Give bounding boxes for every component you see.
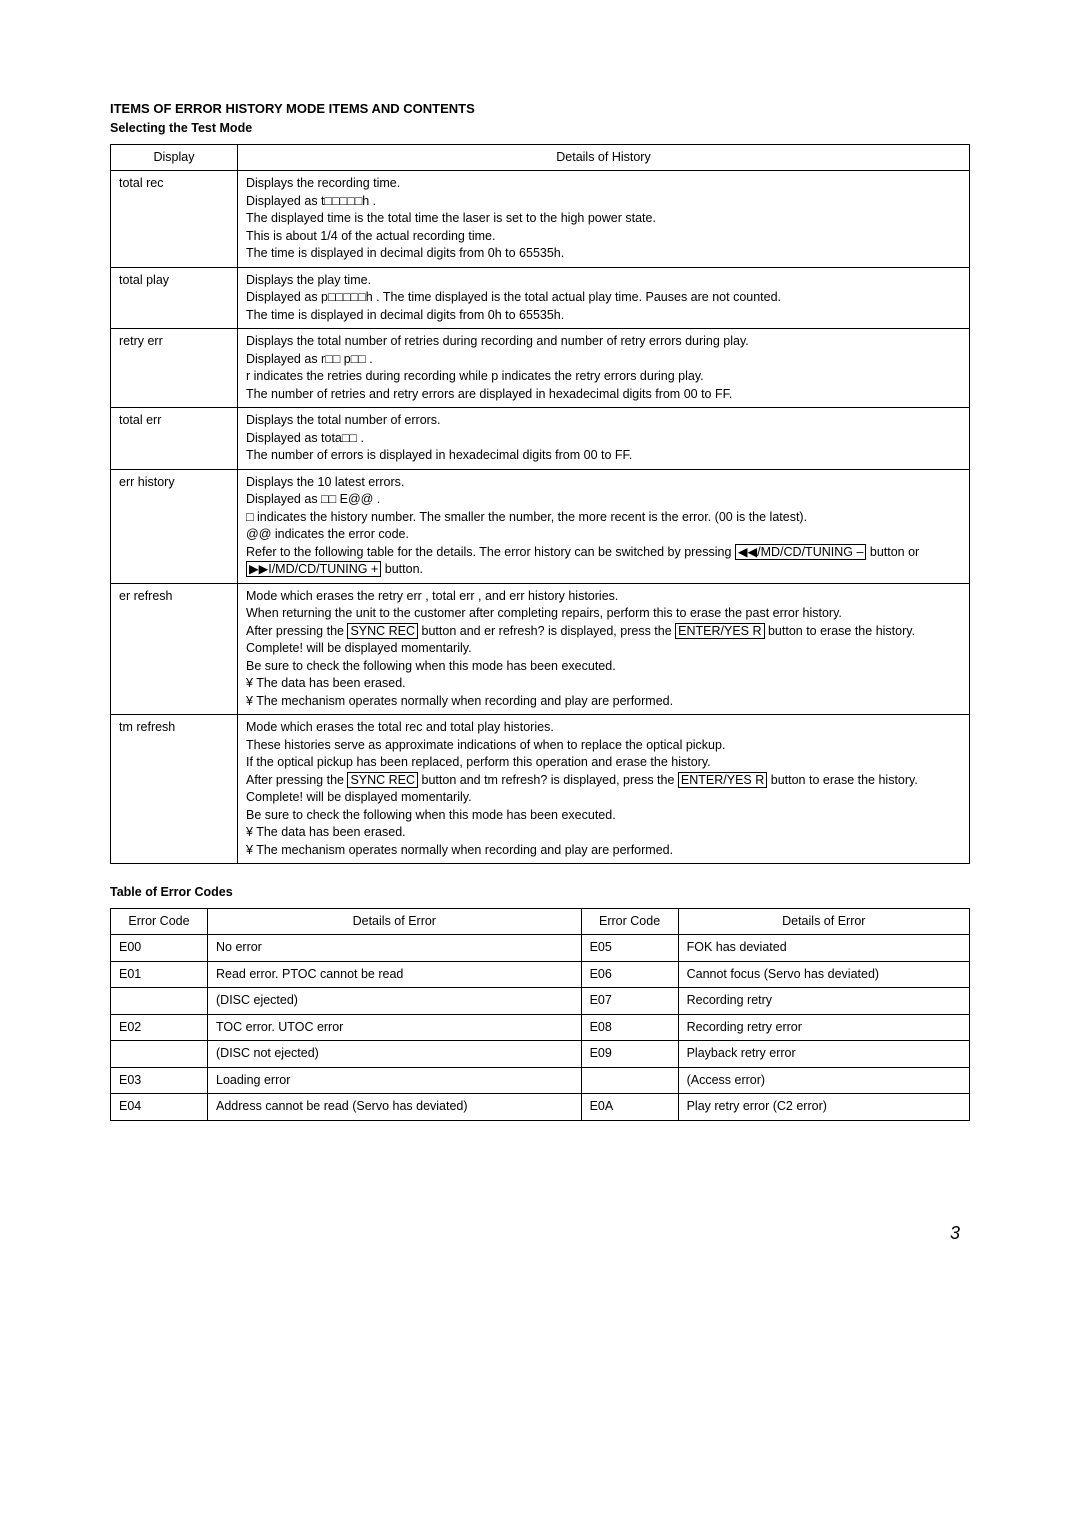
error-code-cell (581, 1067, 678, 1094)
error-detail-cell: Recording retry (678, 988, 969, 1015)
error-detail-cell: Loading error (208, 1067, 582, 1094)
history-row-display: total play (111, 267, 238, 329)
error-code-cell (111, 988, 208, 1015)
error-detail-cell: TOC error. UTOC error (208, 1014, 582, 1041)
history-row-display: tm refresh (111, 715, 238, 864)
history-row-details: Displays the 10 latest errors. Displayed… (238, 469, 970, 583)
error-header-code-1: Error Code (111, 908, 208, 935)
history-row-details: Displays the play time. Displayed as p□□… (238, 267, 970, 329)
history-row-display: total rec (111, 171, 238, 268)
error-code-cell: E00 (111, 935, 208, 962)
button-label: ENTER/YES R (675, 623, 764, 639)
error-detail-cell: (DISC not ejected) (208, 1041, 582, 1068)
history-row-details: Displays the total number of errors. Dis… (238, 408, 970, 470)
error-detail-cell: Address cannot be read (Servo has deviat… (208, 1094, 582, 1121)
history-row-details: Mode which erases the total rec and tota… (238, 715, 970, 864)
history-table: Display Details of History total recDisp… (110, 144, 970, 865)
section-title: ITEMS OF ERROR HISTORY MODE ITEMS AND CO… (110, 100, 970, 118)
button-label: SYNC REC (347, 623, 418, 639)
history-row-display: total err (111, 408, 238, 470)
error-code-table: Error Code Details of Error Error Code D… (110, 908, 970, 1121)
error-detail-cell: Playback retry error (678, 1041, 969, 1068)
error-detail-cell: Cannot focus (Servo has deviated) (678, 961, 969, 988)
error-code-cell: E09 (581, 1041, 678, 1068)
error-detail-cell: No error (208, 935, 582, 962)
error-code-cell: E08 (581, 1014, 678, 1041)
history-row-display: er refresh (111, 583, 238, 715)
error-detail-cell: Play retry error (C2 error) (678, 1094, 969, 1121)
error-detail-cell: Read error. PTOC cannot be read (208, 961, 582, 988)
section-subtitle: Selecting the Test Mode (110, 120, 970, 138)
error-detail-cell: (DISC ejected) (208, 988, 582, 1015)
button-label: ▶▶I/MD/CD/TUNING + (246, 561, 381, 577)
error-code-cell (111, 1041, 208, 1068)
error-code-cell: E05 (581, 935, 678, 962)
history-row-details: Mode which erases the retry err , total … (238, 583, 970, 715)
error-header-details-1: Details of Error (208, 908, 582, 935)
error-detail-cell: Recording retry error (678, 1014, 969, 1041)
button-label: SYNC REC (347, 772, 418, 788)
button-label: ◀◀/MD/CD/TUNING – (735, 544, 866, 560)
error-header-code-2: Error Code (581, 908, 678, 935)
history-row-display: retry err (111, 329, 238, 408)
error-code-cell: E0A (581, 1094, 678, 1121)
error-table-heading: Table of Error Codes (110, 884, 970, 902)
history-row-details: Displays the total number of retries dur… (238, 329, 970, 408)
error-header-details-2: Details of Error (678, 908, 969, 935)
error-code-cell: E06 (581, 961, 678, 988)
error-code-cell: E07 (581, 988, 678, 1015)
history-row-details: Displays the recording time. Displayed a… (238, 171, 970, 268)
button-label: ENTER/YES R (678, 772, 767, 788)
history-header-display: Display (111, 144, 238, 171)
history-header-details: Details of History (238, 144, 970, 171)
history-row-display: err history (111, 469, 238, 583)
error-code-cell: E01 (111, 961, 208, 988)
error-detail-cell: FOK has deviated (678, 935, 969, 962)
error-detail-cell: (Access error) (678, 1067, 969, 1094)
error-code-cell: E02 (111, 1014, 208, 1041)
page-number: 3 (110, 1221, 960, 1246)
error-code-cell: E03 (111, 1067, 208, 1094)
error-code-cell: E04 (111, 1094, 208, 1121)
